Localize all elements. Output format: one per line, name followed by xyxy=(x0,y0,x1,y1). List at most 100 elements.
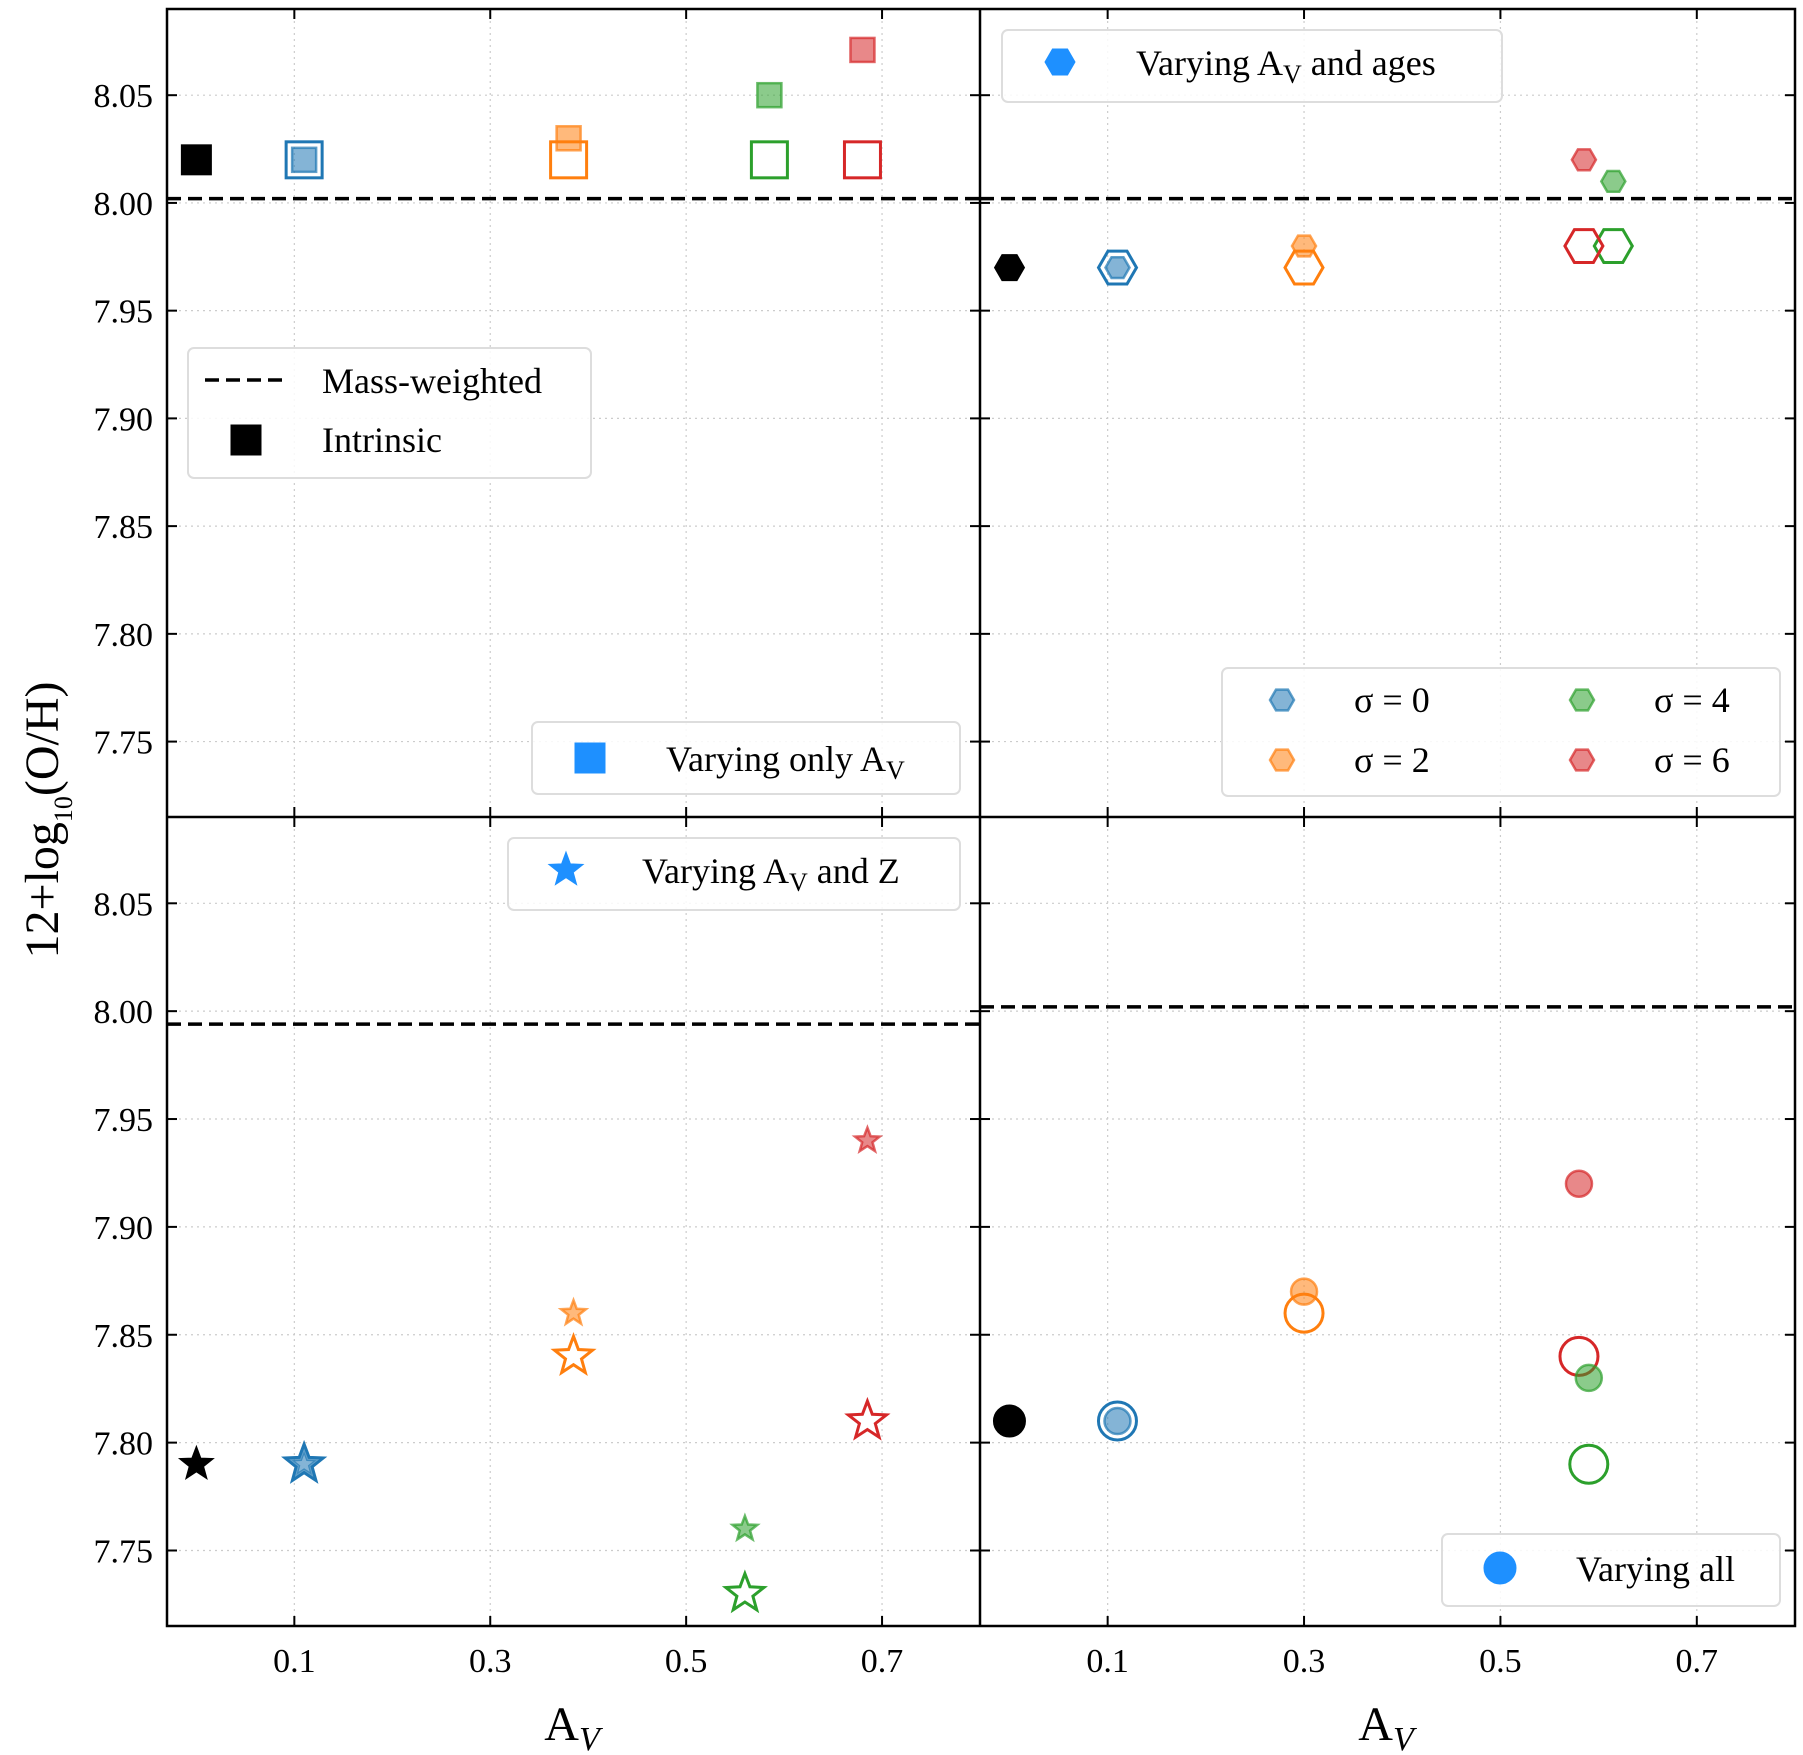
top-left-point-green-faint-7 xyxy=(756,81,783,109)
sigma-legend-label-3: σ = 6 xyxy=(1654,740,1730,780)
bottom-right-point-blue-faint-5 xyxy=(1103,1406,1132,1436)
legend-varying-all-label-main: Varying all xyxy=(1576,1549,1735,1589)
top-left-point-red-open-4 xyxy=(842,140,882,180)
top-right-main-legend-box xyxy=(1001,29,1503,103)
x-axis-label-right-sub: V xyxy=(1393,1721,1418,1755)
x-axis-label-left-main: A xyxy=(544,1698,579,1751)
ytick-label-top-0: 7.75 xyxy=(94,725,154,762)
legend-varying-only-av-label: Varying only AV xyxy=(666,739,905,785)
sigma-legend-marker-0 xyxy=(1268,688,1296,712)
legend-varying-av-ages-label-main: Varying A xyxy=(1136,43,1283,83)
top-left-point-orange-faint-6 xyxy=(555,125,582,152)
legend-varying-av-z-label-rest: and Z xyxy=(808,851,900,891)
top-left-point-green-open-3 xyxy=(749,140,789,180)
ytick-label-top-5: 8.00 xyxy=(94,186,154,223)
legend-varying-only-av-label-main: Varying only A xyxy=(666,739,886,779)
bottom-right-main-legend-box xyxy=(1441,1533,1781,1607)
xtick-label-right-1: 0.3 xyxy=(1283,1643,1326,1680)
ytick-label-top-6: 8.05 xyxy=(94,78,154,115)
top-right-point-red-open-4 xyxy=(1563,228,1605,264)
bottom-left-point-blue-open-1 xyxy=(281,1439,328,1484)
legend-varying-av-ages-marker xyxy=(1044,48,1076,76)
sigma-legend-label-0: σ = 0 xyxy=(1354,680,1430,720)
bottom-right-point-green-open-3 xyxy=(1568,1443,1610,1485)
bottom-left-main-legend-box xyxy=(507,837,961,911)
ytick-label-bottom-5: 8.00 xyxy=(94,994,154,1031)
legend-varying-only-av-label-sub: V xyxy=(886,756,905,785)
xtick-label-right-3: 0.7 xyxy=(1676,1643,1719,1680)
xtick-label-left-0: 0.1 xyxy=(273,1643,316,1680)
xtick-label-left-3: 0.7 xyxy=(861,1643,904,1680)
bottom-left-point-blue-faint-5 xyxy=(288,1447,320,1478)
ytick-label-bottom-3: 7.90 xyxy=(94,1210,154,1247)
ticks: 7.75 7.75 7.80 7.80 7.85 7.85 7.90 7.90 7.95 7.95… xyxy=(94,9,1795,1680)
sigma-legend-label-1: σ = 4 xyxy=(1654,680,1730,720)
legend-varying-all-marker xyxy=(1483,1551,1517,1585)
bottom-left-point-orange-open-2 xyxy=(550,1331,597,1376)
top-right-point-black-solid-0 xyxy=(993,254,1026,282)
top-right-point-blue-faint-5 xyxy=(1104,255,1131,280)
legend-intrinsic-label: Intrinsic xyxy=(322,420,442,460)
ytick-label-top-4: 7.95 xyxy=(94,294,154,331)
legend-varying-av-z-marker xyxy=(547,850,585,886)
legend-varying-av-z-label-sub: V xyxy=(789,868,808,897)
data-points xyxy=(177,36,1635,1614)
top-right-point-green-open-3 xyxy=(1592,228,1635,264)
y-axis-label-post: (O/H) xyxy=(16,681,69,796)
top-right-point-red-faint-8 xyxy=(1570,148,1598,172)
x-axis-label-right: AV xyxy=(1358,1698,1418,1755)
ytick-label-top-1: 7.80 xyxy=(94,617,154,654)
x-axis-label-right-main: A xyxy=(1358,1698,1393,1751)
top-left-point-blue-faint-5 xyxy=(290,146,318,174)
bottom-left-point-red-open-4 xyxy=(844,1396,891,1441)
legend-varying-av-ages-label-rest: and ages xyxy=(1302,43,1436,83)
bottom-left-point-red-faint-8 xyxy=(851,1124,884,1154)
y-axis-label-pre: 12+log xyxy=(16,822,69,958)
ytick-label-bottom-0: 7.75 xyxy=(94,1533,154,1570)
top-left-point-black-solid-0 xyxy=(180,144,212,176)
y-axis-label: 12+log10(O/H) xyxy=(16,681,78,958)
legend-intrinsic-marker xyxy=(230,424,262,456)
top-left-legend-box xyxy=(187,347,592,479)
top-right-point-green-faint-7 xyxy=(1599,169,1627,194)
top-right-point-blue-open-1 xyxy=(1096,249,1139,286)
bottom-left-point-orange-faint-6 xyxy=(557,1296,590,1327)
legend-varying-av-ages-label: Varying AV and ages xyxy=(1136,43,1436,89)
sigma-legend-marker-1 xyxy=(1568,688,1596,712)
ytick-label-bottom-6: 8.05 xyxy=(94,886,154,923)
bottom-left-point-black-solid-0 xyxy=(177,1444,215,1480)
bottom-left-point-green-faint-7 xyxy=(729,1512,761,1543)
top-left-point-blue-open-1 xyxy=(284,140,324,180)
ytick-label-bottom-1: 7.80 xyxy=(94,1426,154,1463)
legend-varying-av-ages-label-sub: V xyxy=(1283,60,1302,89)
bottom-right-point-blue-open-1 xyxy=(1096,1400,1138,1442)
ytick-label-top-2: 7.85 xyxy=(94,509,154,546)
bottom-right-point-orange-faint-6 xyxy=(1289,1277,1319,1306)
sigma-legend-marker-3 xyxy=(1568,748,1596,772)
legend-varying-av-z-label-main: Varying A xyxy=(642,851,789,891)
xtick-label-left-1: 0.3 xyxy=(469,1643,512,1680)
bottom-right-point-green-faint-7 xyxy=(1574,1363,1604,1393)
top-left-main-legend-box xyxy=(531,721,961,795)
sigma-legend-label-2: σ = 2 xyxy=(1354,740,1430,780)
legend-varying-av-z-label: Varying AV and Z xyxy=(642,851,900,897)
xtick-label-left-2: 0.5 xyxy=(665,1643,708,1680)
xtick-label-right-2: 0.5 xyxy=(1479,1643,1522,1680)
legend-varying-all-label: Varying all xyxy=(1576,1549,1735,1589)
bottom-right-point-black-solid-0 xyxy=(992,1404,1026,1438)
top-left-point-red-faint-8 xyxy=(849,36,876,64)
ytick-label-bottom-4: 7.95 xyxy=(94,1102,154,1139)
bottom-left-point-green-open-3 xyxy=(721,1569,768,1614)
ytick-label-top-3: 7.90 xyxy=(94,401,154,438)
sigma-legend-marker-2 xyxy=(1268,748,1296,772)
xtick-label-right-0: 0.1 xyxy=(1086,1643,1129,1680)
sigma-legend-box xyxy=(1221,667,1781,797)
top-right-point-orange-faint-6 xyxy=(1290,234,1318,258)
legend-mass-weighted-label: Mass-weighted xyxy=(322,361,542,401)
mass-weighted-lines xyxy=(167,196,1795,1026)
legend-varying-only-av-marker xyxy=(574,742,606,774)
x-axis-label-left: AV xyxy=(544,1698,604,1755)
x-axis-label-left-sub: V xyxy=(579,1721,604,1755)
y-axis-label-sub: 10 xyxy=(49,796,78,822)
